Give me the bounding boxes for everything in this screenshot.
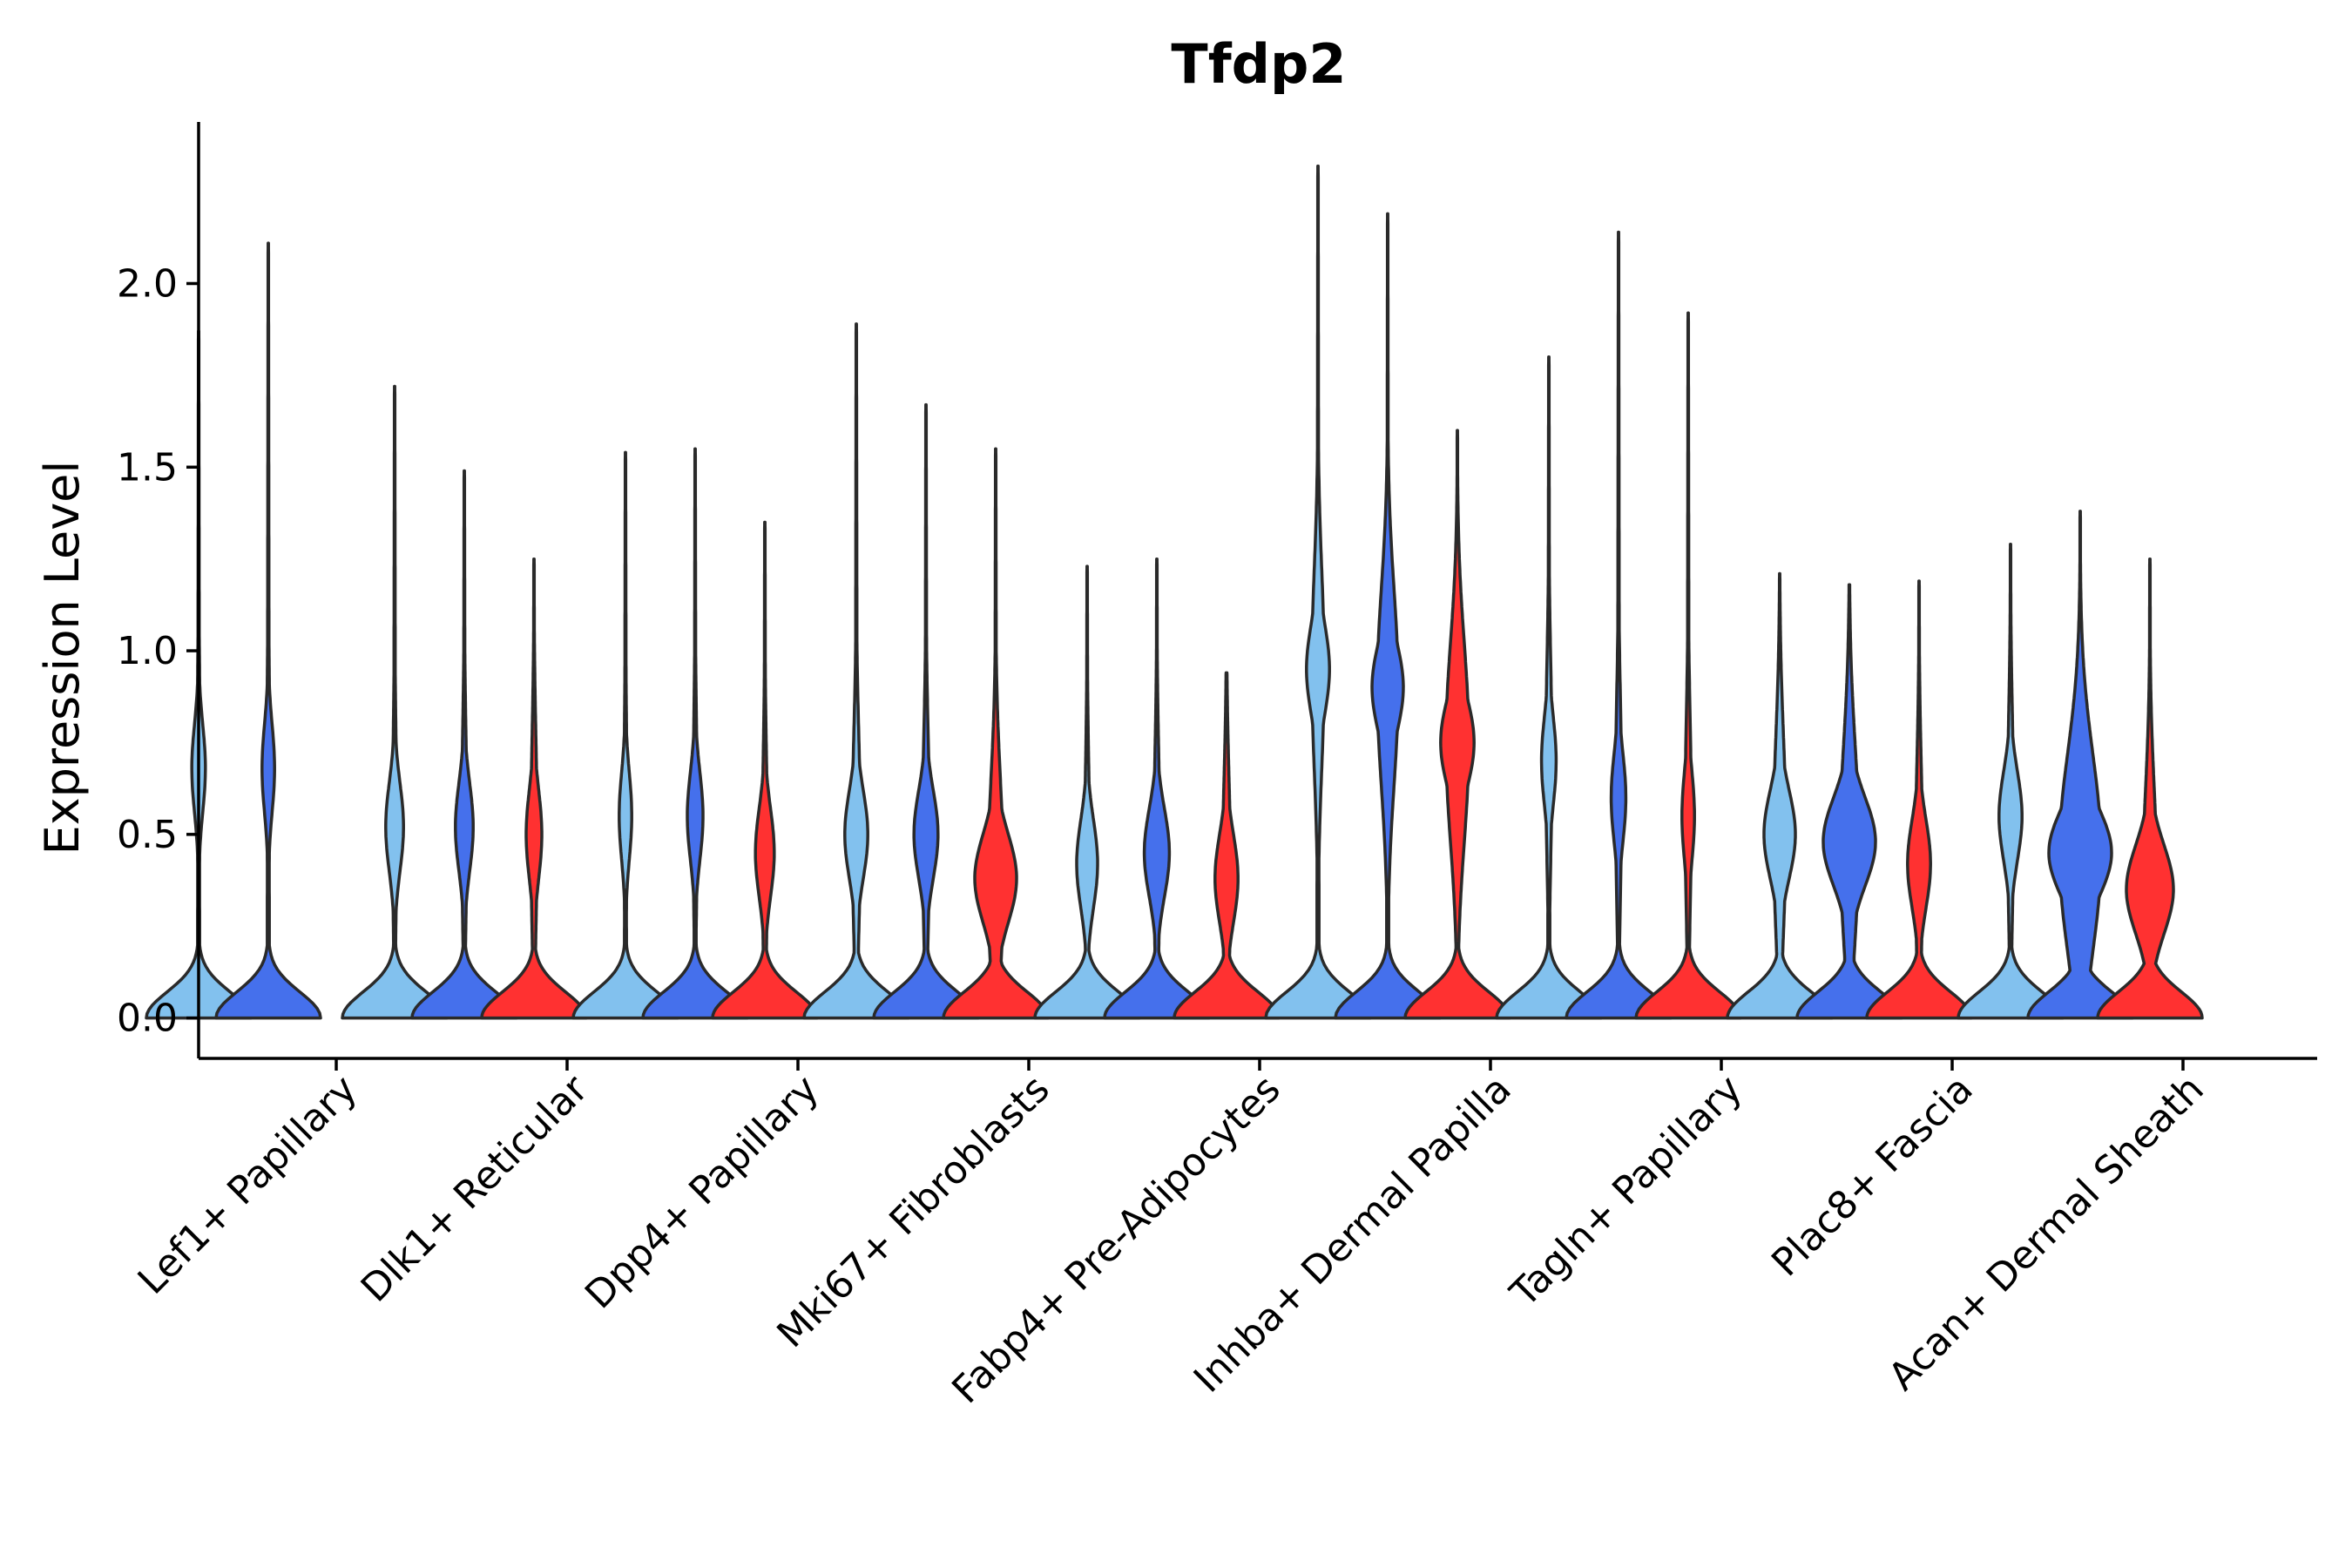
violin-mark — [2096, 557, 2204, 1020]
x-tick-label: Tagln+ Papillary — [1502, 1067, 1751, 1316]
violin-group — [1726, 571, 1973, 1020]
violin-group — [341, 384, 588, 1020]
violin-mark — [942, 447, 1050, 1020]
violin-mark — [480, 557, 588, 1020]
x-tick-label: Dlk1+ Reticular — [353, 1066, 598, 1311]
violin-mark — [214, 241, 322, 1020]
violin-mark — [1173, 671, 1281, 1020]
violin-mark — [1495, 355, 1603, 1020]
violin-mark — [1865, 579, 1973, 1020]
violin-mark — [2026, 510, 2134, 1020]
violin-group — [1264, 164, 1511, 1020]
y-tick-label: 0.5 — [117, 813, 178, 857]
x-tick-label: Dpp4+ Papillary — [577, 1067, 828, 1318]
x-tick-label: Lef1+ Papillary — [130, 1067, 366, 1303]
violin-mark — [410, 469, 518, 1020]
violin-group — [1957, 510, 2204, 1020]
violin-mark — [872, 402, 980, 1020]
y-tick-label: 2.0 — [117, 261, 178, 306]
violin-mark — [802, 322, 910, 1020]
violin-mark — [1565, 230, 1673, 1020]
violin-mark — [711, 520, 819, 1020]
violin-mark — [1957, 543, 2065, 1020]
violin-mark — [1334, 212, 1442, 1020]
violin-mark — [1033, 564, 1141, 1020]
violin-mark — [641, 447, 749, 1020]
y-axis: 0.0 0.5 1.0 1.5 2.0 — [117, 122, 200, 1058]
chart-title: Tfdp2 — [1171, 32, 1346, 96]
violin-mark — [1634, 311, 1742, 1020]
y-tick-label: 0.0 — [117, 997, 178, 1041]
y-axis-label: Expression Level — [35, 461, 90, 855]
violin-mark — [571, 450, 679, 1020]
y-tick-label: 1.5 — [117, 445, 178, 490]
y-tick-label: 1.0 — [117, 629, 178, 673]
violin-mark — [341, 384, 449, 1020]
x-tick-label: Plac8+ Fascia — [1763, 1067, 1982, 1286]
violin-group — [802, 322, 1050, 1020]
violin-mark — [1103, 557, 1211, 1020]
violin-group — [571, 447, 819, 1020]
violins-layer — [145, 164, 2204, 1020]
violin-mark — [1726, 571, 1834, 1020]
violin-group — [1033, 557, 1281, 1020]
violin-mark — [1264, 164, 1372, 1020]
violin-group — [1495, 230, 1742, 1020]
violin-mark — [1403, 429, 1511, 1020]
violin-mark — [1795, 583, 1903, 1020]
